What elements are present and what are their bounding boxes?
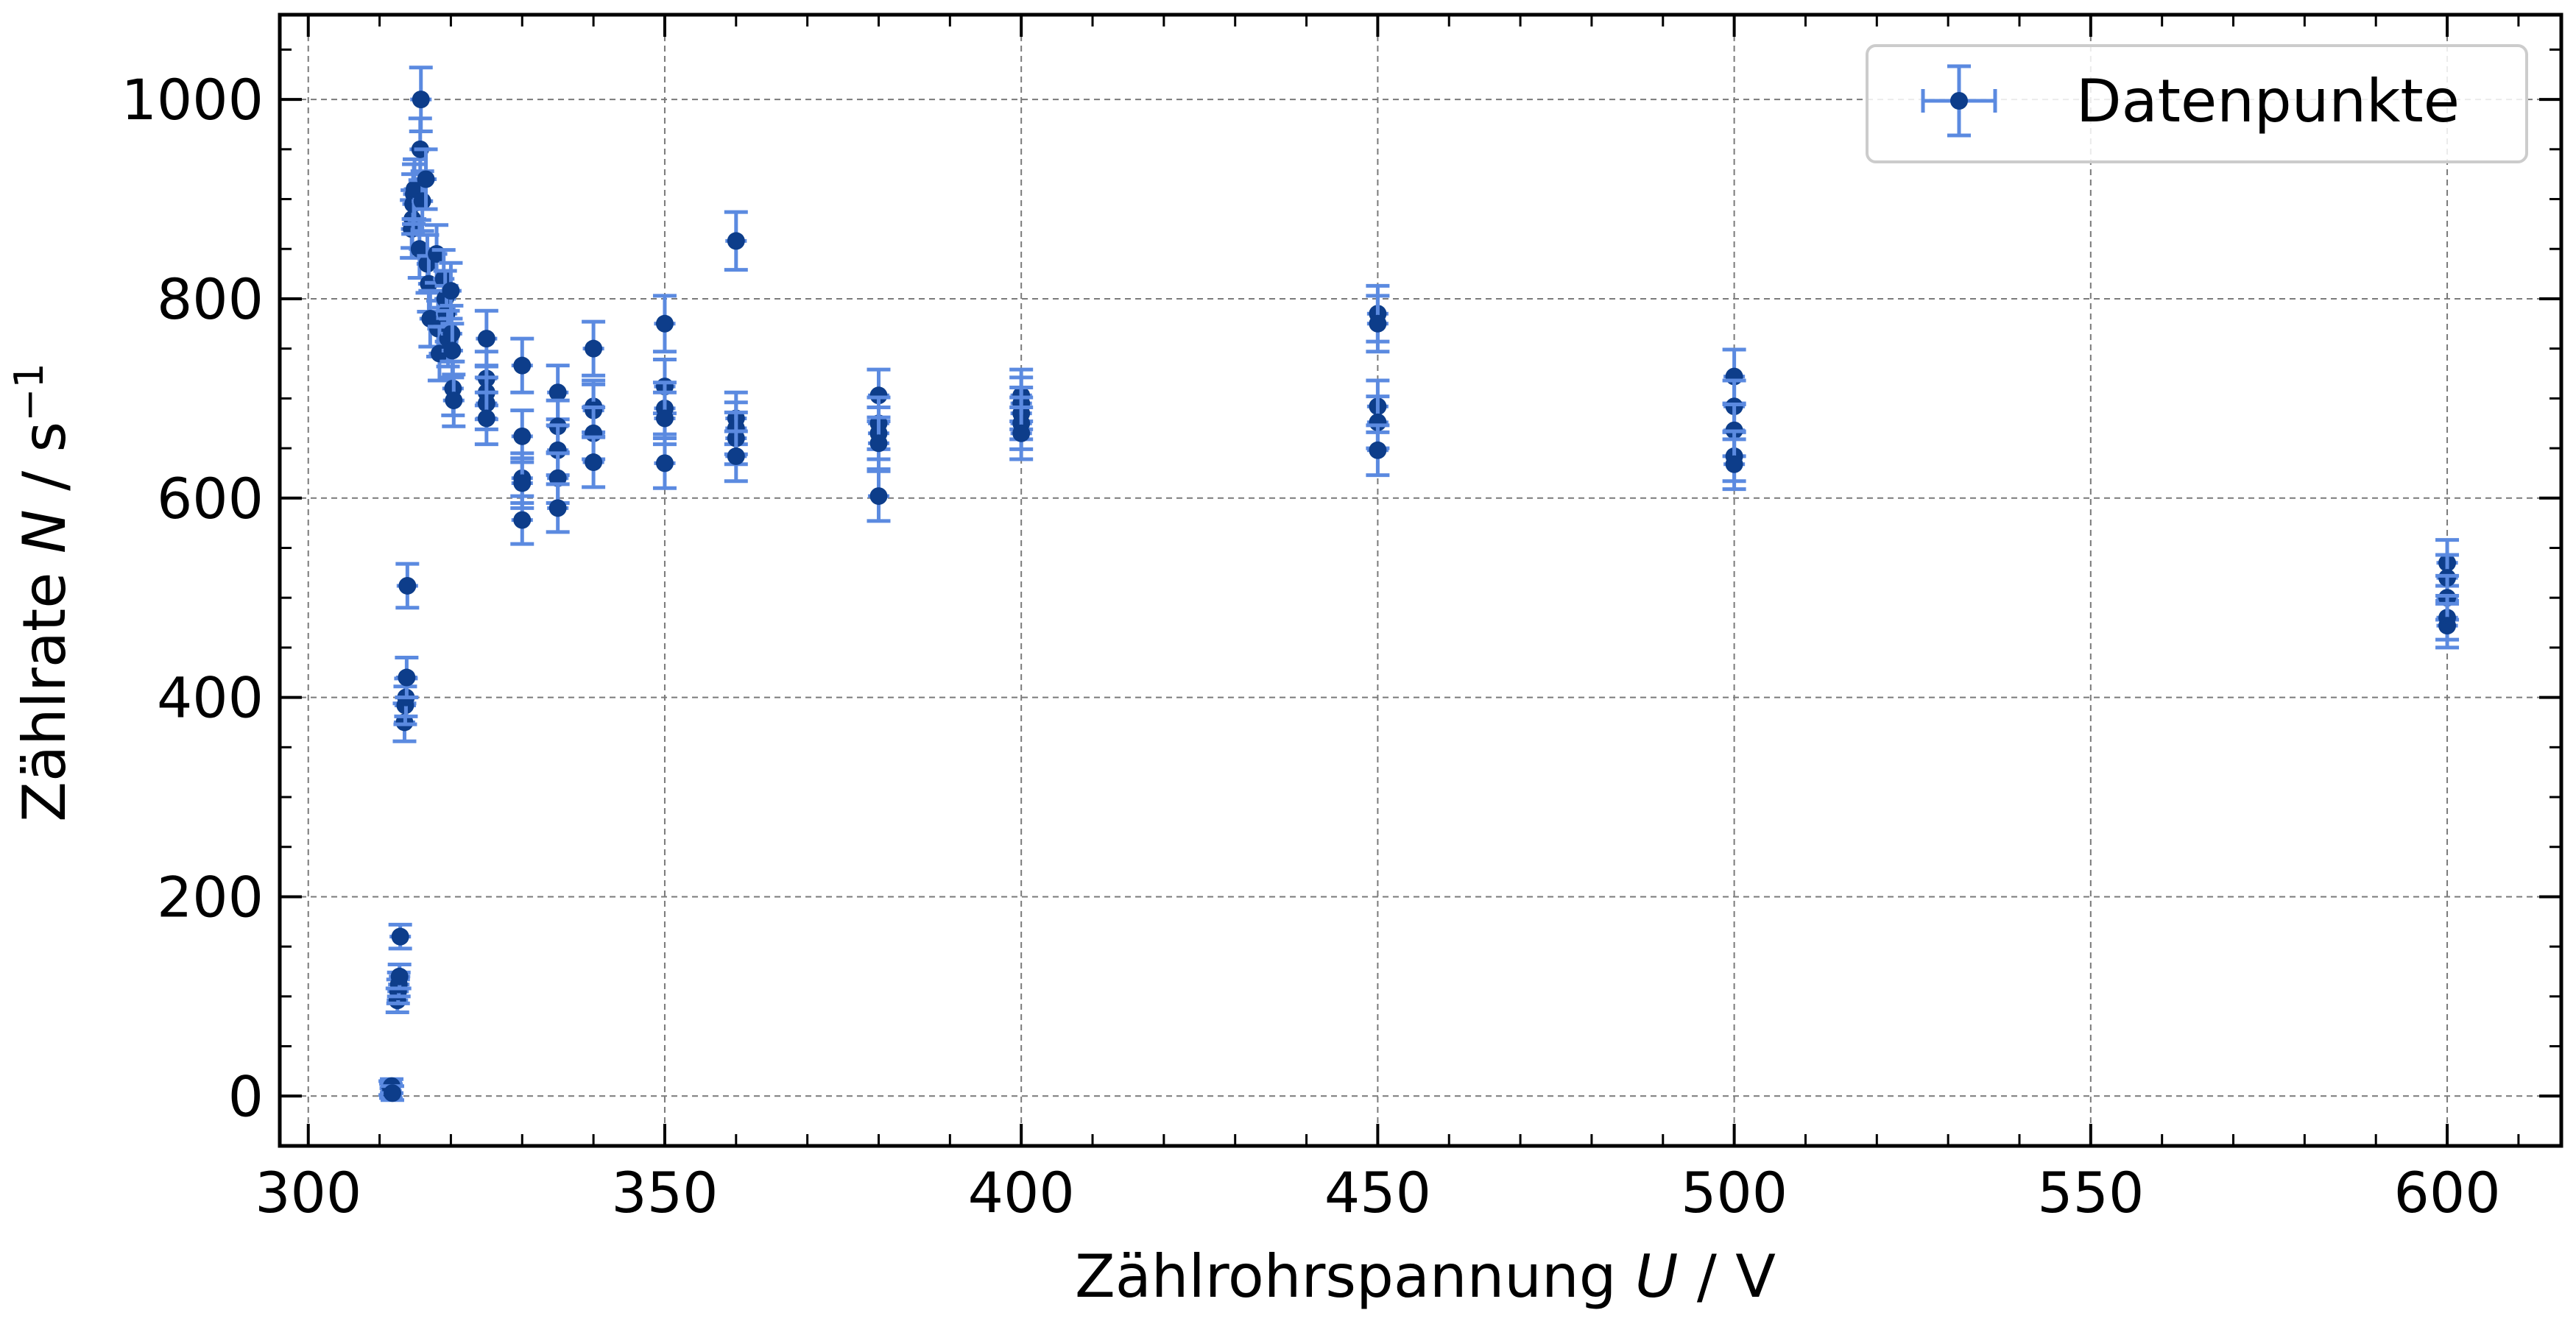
data-marker bbox=[477, 409, 495, 428]
data-point bbox=[652, 294, 677, 354]
data-point bbox=[387, 963, 412, 991]
data-point bbox=[381, 1084, 405, 1102]
plot-frame bbox=[278, 13, 2563, 1148]
data-point bbox=[388, 922, 412, 951]
data-marker bbox=[410, 240, 428, 258]
data-marker bbox=[655, 314, 674, 333]
data-marker bbox=[513, 511, 532, 529]
legend-marker bbox=[1950, 92, 1968, 110]
data-marker bbox=[655, 409, 674, 428]
y-tick-label: 1000 bbox=[121, 67, 264, 132]
y-tick-labels: 0 200 400 600 800 1000 bbox=[121, 67, 264, 1129]
x-tick-label: 550 bbox=[2037, 1160, 2144, 1225]
data-marker bbox=[1012, 424, 1031, 442]
data-point bbox=[395, 562, 420, 610]
data-marker bbox=[869, 434, 888, 453]
data-marker bbox=[1725, 455, 1743, 473]
axis-ticks bbox=[280, 15, 2561, 1147]
y-axis-label: Zählrate N / s−1 bbox=[6, 363, 79, 822]
x-axis-label-suffix: / V bbox=[1678, 1242, 1776, 1311]
data-series bbox=[378, 66, 2460, 1102]
data-marker bbox=[391, 927, 409, 946]
data-marker bbox=[727, 232, 745, 250]
data-marker bbox=[869, 487, 888, 506]
data-point bbox=[1366, 423, 1390, 478]
legend: Datenpunkte bbox=[1866, 44, 2528, 163]
data-marker bbox=[548, 499, 567, 517]
legend-box bbox=[1866, 44, 2528, 163]
x-tick-label: 350 bbox=[611, 1160, 718, 1225]
x-tick-label: 300 bbox=[255, 1160, 361, 1225]
data-point bbox=[2435, 601, 2460, 650]
y-tick-label: 800 bbox=[157, 266, 264, 332]
data-marker bbox=[513, 356, 532, 375]
data-marker bbox=[1369, 441, 1387, 459]
y-tick-label: 0 bbox=[228, 1063, 264, 1129]
x-axis-label-prefix: Zählrohrspannung bbox=[1075, 1242, 1635, 1311]
data-marker bbox=[477, 330, 495, 348]
data-marker bbox=[548, 383, 567, 402]
data-marker bbox=[384, 1084, 402, 1102]
data-marker bbox=[417, 170, 435, 188]
x-tick-label: 400 bbox=[968, 1160, 1075, 1225]
x-tick-label: 600 bbox=[2394, 1160, 2501, 1225]
x-tick-labels: 300 350 400 450 500 550 600 bbox=[255, 1160, 2500, 1225]
data-marker bbox=[443, 341, 462, 360]
data-point bbox=[867, 469, 891, 523]
data-point bbox=[414, 147, 438, 211]
data-marker bbox=[398, 576, 417, 595]
data-point bbox=[724, 429, 748, 484]
data-marker bbox=[869, 386, 888, 405]
y-tick-label: 600 bbox=[157, 466, 264, 531]
data-marker bbox=[585, 339, 603, 358]
data-marker bbox=[585, 453, 603, 472]
y-axis-label-unit: / s bbox=[10, 422, 79, 510]
data-point bbox=[1009, 406, 1034, 461]
y-axis-label-exponent: −1 bbox=[6, 363, 52, 422]
data-point bbox=[442, 372, 466, 428]
data-point bbox=[867, 415, 891, 472]
y-tick-label: 200 bbox=[157, 864, 264, 930]
x-axis-label: Zählrohrspannung U / V bbox=[1075, 1242, 1776, 1311]
x-tick-label: 450 bbox=[1324, 1160, 1431, 1225]
x-axis-label-variable: U bbox=[1635, 1242, 1679, 1311]
data-point bbox=[582, 319, 606, 378]
data-marker bbox=[442, 282, 460, 300]
data-marker bbox=[513, 427, 532, 445]
y-tick-label: 400 bbox=[157, 665, 264, 731]
y-axis-label-prefix: Zählrate bbox=[10, 553, 79, 822]
data-point bbox=[395, 655, 419, 700]
data-marker bbox=[513, 474, 532, 492]
data-point bbox=[1366, 294, 1390, 354]
data-marker bbox=[445, 392, 463, 410]
data-marker bbox=[398, 668, 416, 687]
data-marker bbox=[655, 454, 674, 472]
data-point bbox=[510, 494, 534, 546]
data-point bbox=[652, 436, 677, 490]
data-point bbox=[724, 210, 748, 272]
data-point bbox=[1722, 437, 1746, 492]
data-marker bbox=[727, 447, 745, 465]
data-point bbox=[582, 435, 606, 489]
data-point bbox=[546, 482, 570, 534]
data-point bbox=[409, 66, 433, 133]
grid-lines bbox=[280, 15, 2561, 1146]
data-marker bbox=[390, 967, 409, 985]
x-tick-label: 500 bbox=[1681, 1160, 1788, 1225]
data-marker bbox=[2438, 617, 2457, 635]
y-axis-label-variable: N bbox=[10, 509, 79, 553]
data-marker bbox=[412, 91, 430, 109]
legend-label: Datenpunkte bbox=[2076, 67, 2460, 135]
data-point bbox=[510, 336, 534, 394]
data-point bbox=[474, 390, 498, 447]
data-marker bbox=[1369, 314, 1387, 333]
